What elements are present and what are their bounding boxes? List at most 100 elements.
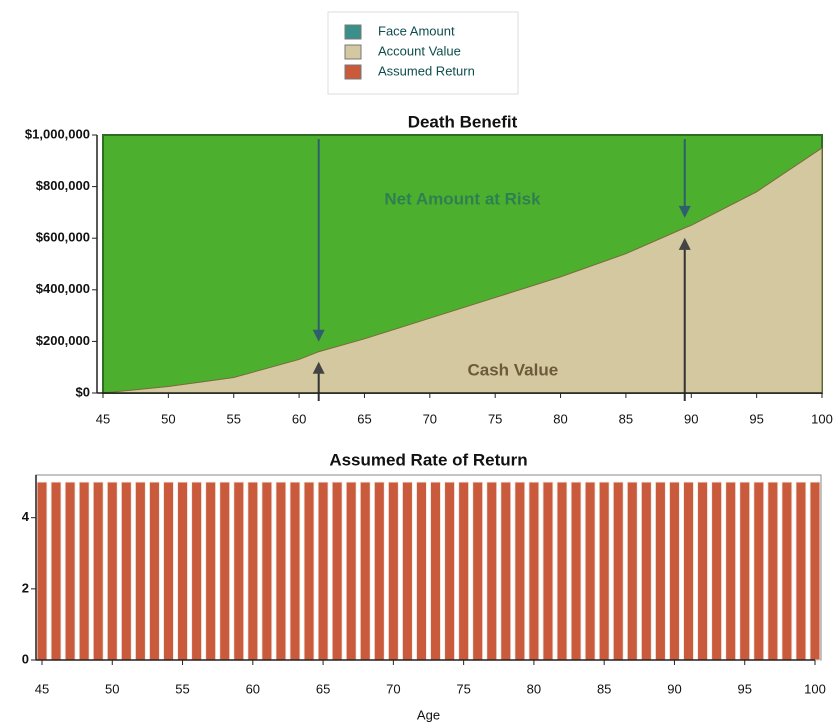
bar (809, 481, 821, 661)
bar (219, 481, 231, 661)
bar (331, 481, 343, 661)
bar (641, 481, 652, 661)
bar (303, 481, 315, 661)
x-tick-label: 65 (357, 411, 371, 426)
x-tick-label: 80 (527, 681, 541, 696)
bar (444, 481, 455, 661)
x-tick-label: 95 (749, 411, 763, 426)
x-tick-label: 60 (246, 681, 260, 696)
bar (584, 481, 596, 661)
bar (402, 481, 413, 661)
bar (247, 481, 259, 661)
bar (416, 481, 427, 661)
bar (36, 481, 48, 661)
bar (388, 481, 399, 661)
bar (233, 481, 245, 661)
bar (528, 481, 540, 661)
x-tick-label: 85 (597, 681, 611, 696)
bar (135, 481, 146, 661)
bar (50, 481, 62, 661)
bar (289, 481, 301, 661)
bar (275, 481, 287, 661)
legend-swatch (344, 64, 362, 80)
legend-label: Assumed Return (378, 63, 475, 78)
x-tick-label: 70 (423, 411, 437, 426)
bar (556, 481, 568, 661)
arrow-head (678, 237, 691, 250)
bar (725, 481, 736, 661)
x-tick-label: 75 (456, 681, 470, 696)
bar (458, 481, 469, 661)
bar (205, 481, 216, 661)
x-tick-label: 85 (619, 411, 633, 426)
bar (739, 481, 751, 661)
x-tick-label: 75 (488, 411, 502, 426)
bar (612, 481, 624, 661)
x-tick-label: 70 (386, 681, 400, 696)
bar (163, 481, 174, 661)
x-tick-label: 100 (804, 681, 826, 696)
bar (570, 481, 582, 661)
x-tick-label: 65 (316, 681, 330, 696)
y-tick-label: 4 (22, 509, 30, 524)
annotation: Net Amount at Risk (384, 189, 541, 208)
x-tick-label: 60 (292, 411, 306, 426)
x-tick-label: 90 (667, 681, 681, 696)
chart-title: Death Benefit (408, 112, 518, 131)
bar (430, 481, 441, 661)
bar (697, 481, 708, 661)
y-tick-label: 0 (22, 651, 29, 666)
bar (149, 481, 160, 661)
bar (317, 481, 329, 661)
legend-swatch (344, 24, 362, 40)
arrow-head (678, 205, 691, 218)
legend-label: Face Amount (378, 23, 455, 38)
bar (345, 481, 357, 661)
y-tick-label: $1,000,000 (25, 126, 90, 141)
chart-title: Assumed Rate of Return (329, 450, 527, 469)
x-tick-label: 50 (105, 681, 119, 696)
bar (655, 481, 666, 661)
bar (261, 481, 273, 661)
x-tick-label: 80 (553, 411, 567, 426)
bar (373, 481, 385, 661)
y-tick-label: $200,000 (36, 333, 90, 348)
x-tick-label: 55 (226, 411, 240, 426)
arrow-head (312, 361, 325, 374)
bar (486, 481, 498, 661)
arrow-head (312, 329, 325, 342)
bar (78, 481, 90, 661)
x-tick-label: 95 (737, 681, 751, 696)
bar (500, 481, 512, 661)
bar (359, 481, 371, 661)
y-tick-label: $600,000 (36, 230, 90, 245)
x-axis-label: Age (417, 707, 440, 722)
bar (683, 481, 694, 661)
y-tick-label: $400,000 (36, 281, 90, 296)
legend-swatch (344, 44, 362, 60)
bar (121, 481, 132, 661)
bar (626, 481, 638, 661)
bar (542, 481, 554, 661)
x-tick-label: 50 (161, 411, 175, 426)
bar (106, 481, 118, 661)
x-tick-label: 45 (96, 411, 110, 426)
y-tick-label: 2 (22, 580, 29, 595)
bar (795, 481, 807, 661)
bar (669, 481, 680, 661)
area (102, 146, 823, 394)
y-tick-label: $800,000 (36, 178, 90, 193)
bar (472, 481, 484, 661)
x-tick-label: 55 (175, 681, 189, 696)
y-tick-label: $0 (76, 384, 90, 399)
x-tick-label: 45 (35, 681, 49, 696)
bar (781, 481, 793, 661)
bar (598, 481, 610, 661)
bar (767, 481, 779, 661)
bar (753, 481, 765, 661)
annotation: Cash Value (467, 360, 558, 379)
bar (514, 481, 526, 661)
bar (191, 481, 202, 661)
bar (711, 481, 722, 661)
